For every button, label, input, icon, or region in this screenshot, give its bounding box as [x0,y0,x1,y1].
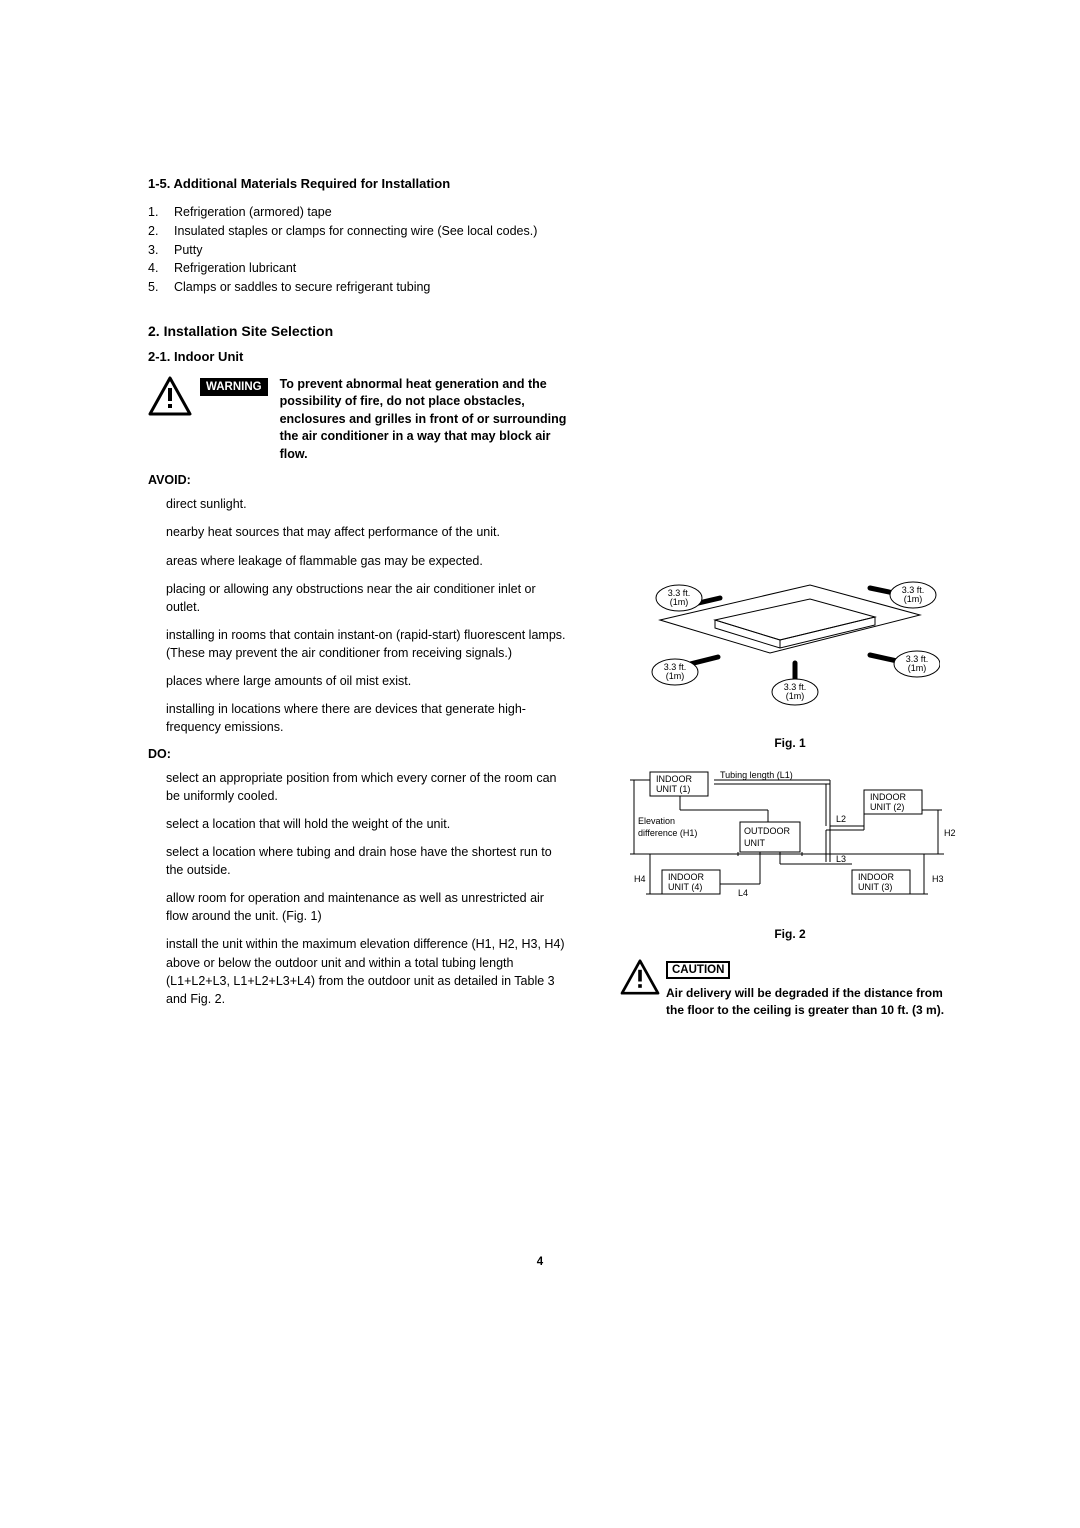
svg-text:UNIT (3): UNIT (3) [858,882,892,892]
list-item-text: Clamps or saddles to secure refrigerant … [174,278,430,297]
list-item-text: Putty [174,241,203,260]
svg-text:(1m): (1m) [786,691,805,701]
svg-text:difference (H1): difference (H1) [638,828,697,838]
caution-block: CAUTION Air delivery will be degraded if… [620,959,960,1019]
left-column: 1-5. Additional Materials Required for I… [148,176,568,1018]
svg-text:INDOOR: INDOOR [858,872,895,882]
list-item-text: Refrigeration lubricant [174,259,296,278]
svg-text:Tubing length (L1): Tubing length (L1) [720,770,793,780]
avoid-item: installing in rooms that contain instant… [166,626,568,662]
warning-block: WARNING To prevent abnormal heat generat… [148,376,568,464]
svg-text:OUTDOOR: OUTDOOR [744,826,790,836]
svg-text:(1m): (1m) [670,597,689,607]
svg-text:(1m): (1m) [666,671,685,681]
right-column: 3.3 ft. (1m) 3.3 ft. (1m) 3.3 ft. (1m) 3… [620,565,960,1019]
list-item: 4.Refrigeration lubricant [148,259,568,278]
page-number: 4 [0,1256,1080,1268]
svg-text:(1m): (1m) [908,663,927,673]
warning-badge: WARNING [200,378,268,396]
svg-text:UNIT (4): UNIT (4) [668,882,702,892]
materials-list: 1.Refrigeration (armored) tape 2.Insulat… [148,203,568,297]
section-2-title: 2. Installation Site Selection [148,323,568,339]
do-list: select an appropriate position from whic… [148,769,568,1008]
figure-2-caption: Fig. 2 [620,927,960,941]
avoid-item: installing in locations where there are … [166,700,568,736]
do-heading: DO: [148,747,568,761]
svg-text:INDOOR: INDOOR [870,792,907,802]
page: 1-5. Additional Materials Required for I… [0,0,1080,1528]
do-item: install the unit within the maximum elev… [166,935,568,1008]
svg-text:INDOOR: INDOOR [656,774,693,784]
svg-text:H3: H3 [932,874,944,884]
svg-text:UNIT (2): UNIT (2) [870,802,904,812]
svg-text:(1m): (1m) [904,594,923,604]
svg-text:L4: L4 [738,888,748,898]
svg-text:UNIT: UNIT [744,838,765,848]
avoid-list: direct sunlight. nearby heat sources tha… [148,495,568,736]
list-item-text: Insulated staples or clamps for connecti… [174,222,537,241]
do-item: allow room for operation and maintenance… [166,889,568,925]
figure-2-diagram: INDOORUNIT (1) INDOORUNIT (2) INDOORUNIT… [620,766,960,916]
svg-text:INDOOR: INDOOR [668,872,705,882]
list-item: 2.Insulated staples or clamps for connec… [148,222,568,241]
list-item: 3.Putty [148,241,568,260]
figure-1-caption: Fig. 1 [620,736,960,750]
avoid-item: direct sunlight. [166,495,568,513]
figure-1-diagram: 3.3 ft. (1m) 3.3 ft. (1m) 3.3 ft. (1m) 3… [620,565,940,725]
svg-text:Elevation: Elevation [638,816,675,826]
caution-badge: CAUTION [666,961,730,979]
list-item: 5.Clamps or saddles to secure refrigeran… [148,278,568,297]
svg-text:UNIT (1): UNIT (1) [656,784,690,794]
svg-text:H2: H2 [944,828,956,838]
avoid-item: placing or allowing any obstructions nea… [166,580,568,616]
do-item: select an appropriate position from whic… [166,769,568,805]
list-item-text: Refrigeration (armored) tape [174,203,332,222]
list-item: 1.Refrigeration (armored) tape [148,203,568,222]
do-item: select a location that will hold the wei… [166,815,568,833]
svg-text:L2: L2 [836,814,846,824]
caution-text: Air delivery will be degraded if the dis… [666,985,960,1019]
avoid-item: places where large amounts of oil mist e… [166,672,568,690]
svg-text:L3: L3 [836,854,846,864]
avoid-item: nearby heat sources that may affect perf… [166,523,568,541]
warning-text: To prevent abnormal heat generation and … [280,376,568,464]
avoid-heading: AVOID: [148,473,568,487]
warning-triangle-icon [148,376,192,416]
section-1-5-title: 1-5. Additional Materials Required for I… [148,176,568,191]
svg-text:H4: H4 [634,874,646,884]
avoid-item: areas where leakage of flammable gas may… [166,552,568,570]
do-item: select a location where tubing and drain… [166,843,568,879]
section-2-1-title: 2-1. Indoor Unit [148,349,568,364]
caution-triangle-icon [620,959,660,995]
